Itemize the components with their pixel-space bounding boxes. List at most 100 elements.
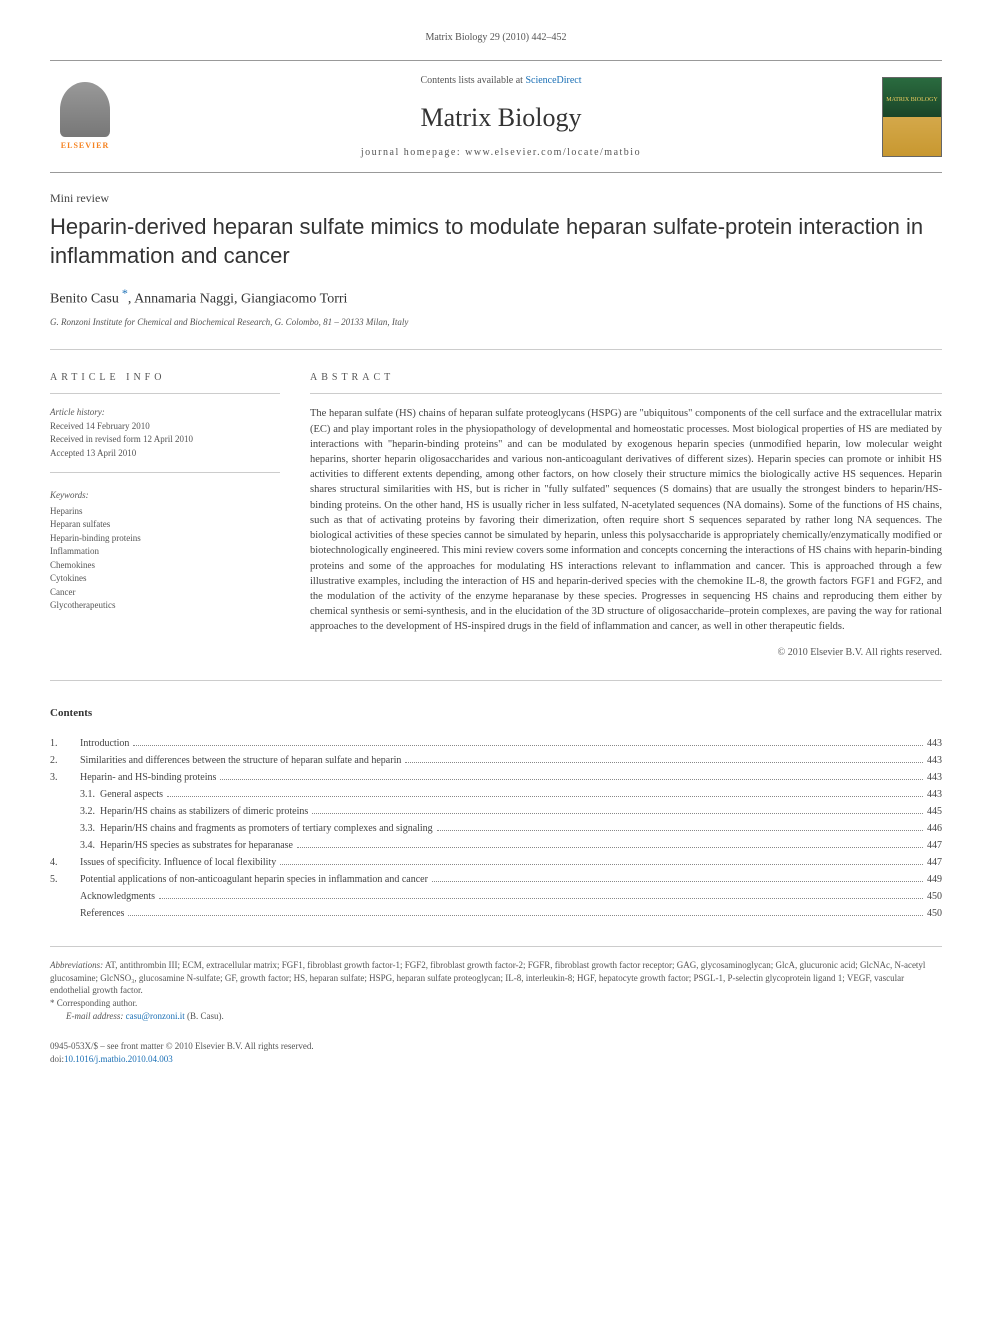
abbreviations: Abbreviations: AT, antithrombin III; ECM… [50, 959, 942, 997]
authors: Benito Casu *, Annamaria Naggi, Giangiac… [50, 284, 942, 310]
toc-leader-dots [167, 796, 923, 797]
doi-line: doi:10.1016/j.matbio.2010.04.003 [50, 1053, 942, 1066]
toc-entry: 3.Heparin- and HS-binding proteins 443 [50, 769, 942, 786]
toc-page: 443 [927, 735, 942, 752]
toc-subnum: 3.4. [50, 837, 86, 854]
toc-page: 449 [927, 871, 942, 888]
toc-leader-dots [128, 915, 923, 916]
keyword: Heparan sulfates [50, 518, 280, 532]
toc-subnum: 3.1. [50, 786, 86, 803]
cover-thumb-text: MATRIX BIOLOGY [883, 96, 941, 105]
keyword: Glycotherapeutics [50, 599, 280, 613]
masthead-center: Contents lists available at ScienceDirec… [120, 73, 882, 160]
toc-entry: 3.3.Heparin/HS chains and fragments as p… [50, 820, 942, 837]
article-info-heading: ARTICLE INFO [50, 370, 280, 394]
toc-entry: 5.Potential applications of non-anticoag… [50, 871, 942, 888]
toc-num: 1. [50, 735, 80, 752]
contents-prefix: Contents lists available at [420, 75, 525, 86]
toc-title: Heparin- and HS-binding proteins [80, 769, 216, 786]
toc-leader-dots [280, 864, 923, 865]
email-link[interactable]: casu@ronzoni.it [126, 1011, 185, 1021]
corresponding-text: Corresponding author. [57, 998, 138, 1008]
toc-subnum: 3.3. [50, 820, 86, 837]
keyword: Cytokines [50, 572, 280, 586]
running-header: Matrix Biology 29 (2010) 442–452 [50, 30, 942, 45]
info-abstract-row: ARTICLE INFO Article history: Received 1… [50, 349, 942, 659]
keyword: Chemokines [50, 559, 280, 573]
abstract-text: The heparan sulfate (HS) chains of hepar… [310, 406, 942, 634]
toc-entry: Acknowledgments450 [50, 888, 942, 905]
toc-page: 445 [927, 803, 942, 820]
journal-cover-thumbnail: MATRIX BIOLOGY [882, 77, 942, 157]
star-icon: * [50, 998, 57, 1008]
toc-leader-dots [220, 779, 923, 780]
toc-title: Heparin/HS chains as stabilizers of dime… [86, 803, 308, 820]
toc-leader-dots [133, 745, 923, 746]
keywords-label: Keywords: [50, 489, 280, 503]
toc-title: Acknowledgments [80, 888, 155, 905]
toc-title: Potential applications of non-anticoagul… [80, 871, 428, 888]
abstract-column: ABSTRACT The heparan sulfate (HS) chains… [310, 370, 942, 659]
abstract-heading: ABSTRACT [310, 370, 942, 394]
toc-page: 443 [927, 786, 942, 803]
keywords-block: Keywords: Heparins Heparan sulfates Hepa… [50, 489, 280, 613]
revised-date: Received in revised form 12 April 2010 [50, 433, 280, 447]
abstract-copyright: © 2010 Elsevier B.V. All rights reserved… [310, 645, 942, 660]
toc-title: Introduction [80, 735, 129, 752]
abbrev-label: Abbreviations: [50, 960, 103, 970]
toc-title: References [80, 905, 124, 922]
toc-subnum: 3.2. [50, 803, 86, 820]
toc-entry: 2.Similarities and differences between t… [50, 752, 942, 769]
toc-leader-dots [405, 762, 923, 763]
toc-title: Issues of specificity. Influence of loca… [80, 854, 276, 871]
email-label: E-mail address: [66, 1011, 123, 1021]
toc-num: 3. [50, 769, 80, 786]
toc-page: 446 [927, 820, 942, 837]
publisher-logo: ELSEVIER [50, 77, 120, 157]
toc-leader-dots [312, 813, 923, 814]
affiliation: G. Ronzoni Institute for Chemical and Bi… [50, 316, 942, 330]
email-line: E-mail address: casu@ronzoni.it (B. Casu… [50, 1010, 942, 1023]
sciencedirect-link[interactable]: ScienceDirect [525, 75, 581, 86]
keyword: Heparin-binding proteins [50, 532, 280, 546]
other-authors: , Annamaria Naggi, Giangiacomo Torri [128, 292, 348, 307]
toc-title: Similarities and differences between the… [80, 752, 401, 769]
publisher-name: ELSEVIER [61, 140, 109, 152]
toc-entry: 3.2.Heparin/HS chains as stabilizers of … [50, 803, 942, 820]
masthead: ELSEVIER Contents lists available at Sci… [50, 60, 942, 173]
toc-title: General aspects [86, 786, 163, 803]
article-type: Mini review [50, 189, 942, 207]
doi-link[interactable]: 10.1016/j.matbio.2010.04.003 [64, 1054, 173, 1064]
keyword: Cancer [50, 586, 280, 600]
corresponding-note: * Corresponding author. [50, 997, 942, 1010]
toc-page: 447 [927, 837, 942, 854]
footnotes: Abbreviations: AT, antithrombin III; ECM… [50, 946, 942, 1022]
journal-homepage: journal homepage: www.elsevier.com/locat… [120, 145, 882, 160]
toc-num: 2. [50, 752, 80, 769]
keyword: Heparins [50, 505, 280, 519]
toc-title: Heparin/HS species as substrates for hep… [86, 837, 293, 854]
received-date: Received 14 February 2010 [50, 420, 280, 434]
toc-title: Heparin/HS chains and fragments as promo… [86, 820, 433, 837]
email-name: (B. Casu). [185, 1011, 224, 1021]
contents-heading: Contents [50, 705, 942, 722]
corresponding-star-icon: * [119, 286, 128, 300]
toc-leader-dots [297, 847, 923, 848]
doi-label: doi: [50, 1054, 64, 1064]
elsevier-tree-icon [60, 82, 110, 137]
toc-page: 443 [927, 752, 942, 769]
toc-leader-dots [159, 898, 923, 899]
toc-entry: 3.4.Heparin/HS species as substrates for… [50, 837, 942, 854]
abbrev-text: AT, antithrombin III; ECM, extracellular… [50, 960, 925, 995]
accepted-date: Accepted 13 April 2010 [50, 447, 280, 461]
toc-page: 443 [927, 769, 942, 786]
toc-entry: 1.Introduction 443 [50, 735, 942, 752]
keyword: Inflammation [50, 545, 280, 559]
corresponding-author: Benito Casu [50, 292, 119, 307]
issn-line: 0945-053X/$ – see front matter © 2010 El… [50, 1040, 942, 1053]
toc-page: 447 [927, 854, 942, 871]
toc-entry: References 450 [50, 905, 942, 922]
article-history: Article history: Received 14 February 20… [50, 406, 280, 473]
toc-page: 450 [927, 905, 942, 922]
toc-leader-dots [437, 830, 923, 831]
